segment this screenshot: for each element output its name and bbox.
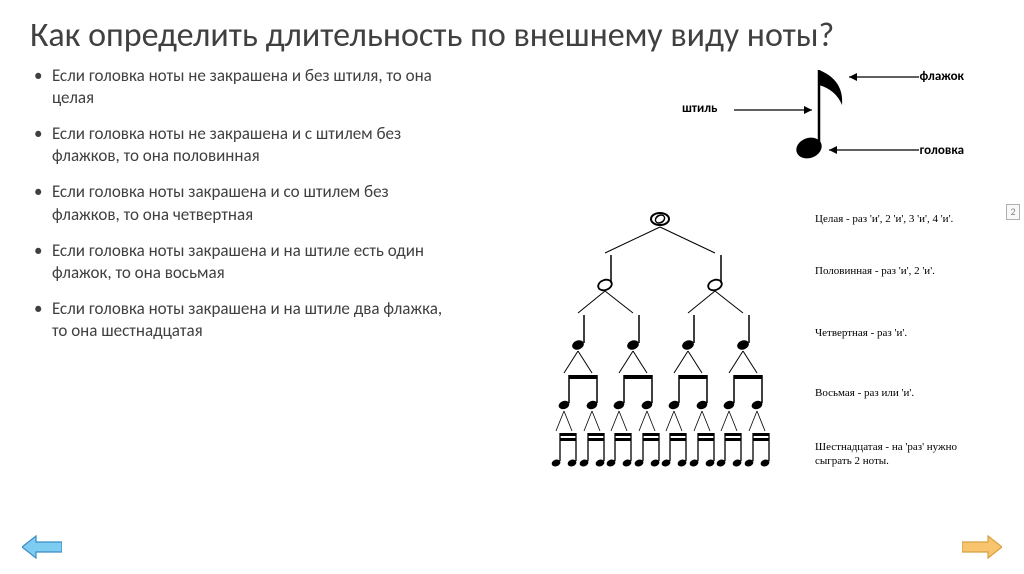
arrow-right-icon: [962, 536, 1002, 558]
list-item: Если головка ноты закрашена и на штиле д…: [30, 298, 450, 342]
tree-label-eighth: Восьмая - раз или 'и'.: [815, 387, 914, 399]
anatomy-label-stem: штиль: [682, 101, 718, 116]
tree-label-sixteenth: Шестнадцатая - на 'раз' нужно сыграть 2 …: [815, 441, 980, 469]
page-indicator[interactable]: 2: [1006, 204, 1020, 220]
list-item: Если головка ноты не закрашена и без шти…: [30, 65, 450, 109]
anatomy-label-head: головка: [920, 143, 964, 158]
note-anatomy-diagram: флажок головка штиль: [664, 55, 964, 175]
content-area: Если головка ноты не закрашена и без шти…: [0, 65, 1024, 356]
note-duration-tree: Целая - раз 'и', 2 'и', 3 'и', 4 'и'. По…: [490, 205, 1024, 495]
diagrams-area: флажок головка штиль: [450, 65, 994, 356]
anatomy-label-flag: флажок: [919, 69, 964, 84]
prev-arrow-button[interactable]: [22, 534, 62, 560]
tree-label-quarter: Четвертная - раз 'и'.: [815, 327, 907, 339]
list-item: Если головка ноты закрашена и со штилем …: [30, 181, 450, 225]
next-arrow-button[interactable]: [962, 534, 1002, 560]
list-item: Если головка ноты закрашена и на штиле е…: [30, 240, 450, 284]
tree-label-whole: Целая - раз 'и', 2 'и', 3 'и', 4 'и'.: [815, 213, 953, 225]
bullet-list: Если головка ноты не закрашена и без шти…: [30, 65, 450, 356]
tree-label-half: Половинная - раз 'и', 2 'и'.: [815, 265, 935, 277]
arrow-left-icon: [22, 536, 62, 558]
list-item: Если головка ноты не закрашена и с штиле…: [30, 123, 450, 167]
